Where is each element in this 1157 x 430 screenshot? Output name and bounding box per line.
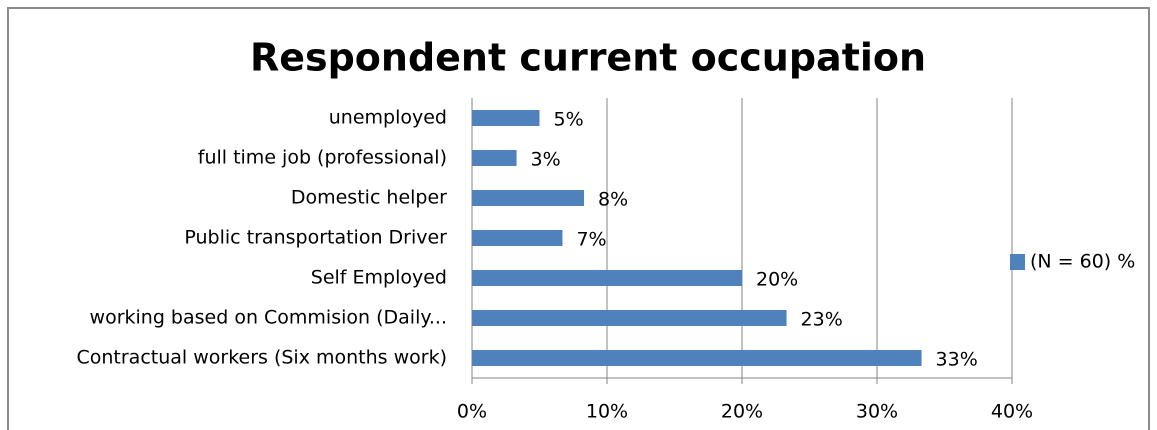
legend-label: (N = 60) % [1030,251,1135,273]
bar [472,230,563,246]
bar [472,270,742,286]
value-label: 5% [554,109,584,131]
y-tick-label: Public transportation Driver [184,227,447,249]
x-tick-label: 30% [856,401,898,423]
bar [472,110,540,126]
value-label: 8% [598,189,628,211]
bar [472,190,585,206]
y-tick-label: Self Employed [311,267,447,289]
value-label: 20% [756,269,798,291]
value-label: 3% [531,149,561,171]
bar [472,310,787,326]
value-label: 33% [936,349,978,371]
y-tick-label: full time job (professional) [198,147,447,169]
x-tick-label: 0% [457,401,487,423]
y-tick-label: working based on Commision (Daily... [90,307,447,329]
x-tick-label: 20% [721,401,763,423]
x-tick-label: 40% [991,401,1033,423]
y-tick-label: Contractual workers (Six months work) [76,347,447,369]
legend-swatch [1010,254,1025,270]
y-tick-label: Domestic helper [291,187,447,209]
bar [472,150,517,166]
chart-title: Respondent current occupation [250,36,926,80]
x-tick-label: 10% [586,401,628,423]
bar [472,350,922,366]
y-tick-label: unemployed [329,107,447,129]
value-label: 23% [801,309,843,331]
value-label: 7% [576,229,606,251]
